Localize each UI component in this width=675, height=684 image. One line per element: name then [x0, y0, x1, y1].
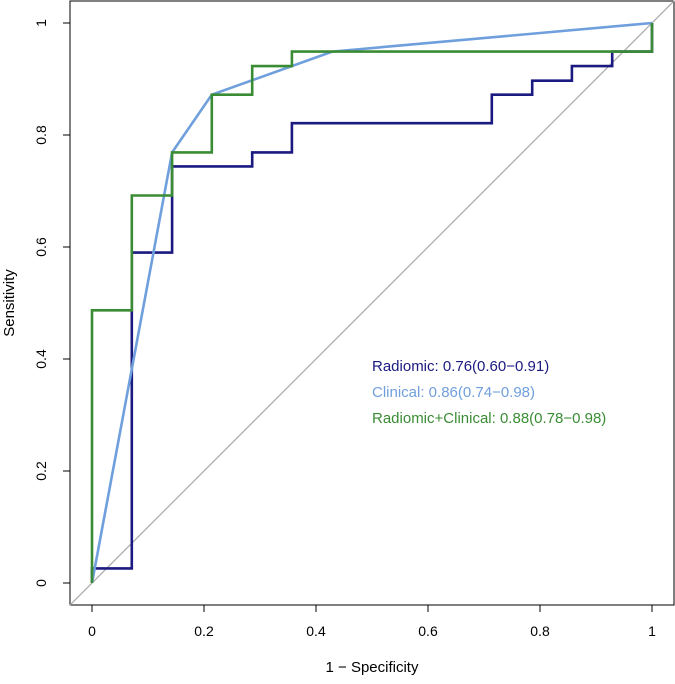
y-axis-label: Sensitivity — [1, 269, 18, 337]
x-tick-label: 0 — [88, 623, 96, 639]
series-line-2 — [90, 23, 654, 583]
legend-entry-1: Clinical: 0.86(0.74−0.98) — [372, 384, 535, 401]
y-tick-label: 0.2 — [33, 461, 49, 481]
y-axis: 0 0.2 0.4 0.6 0.8 1 — [33, 19, 71, 587]
y-tick-label: 0 — [33, 579, 49, 587]
x-tick-label: 0.4 — [306, 623, 326, 639]
y-tick-label: 0.8 — [33, 125, 49, 145]
x-tick-label: 0.6 — [418, 623, 438, 639]
x-tick-label: 0.2 — [194, 623, 214, 639]
series-group — [90, 21, 654, 584]
x-axis: 0 0.2 0.4 0.6 0.8 1 — [88, 604, 656, 639]
legend-entry-0: Radiomic: 0.76(0.60−0.91) — [372, 358, 549, 375]
reference-line — [69, 0, 675, 606]
x-axis-label: 1 − Specificity — [326, 659, 419, 676]
y-tick-label: 0.4 — [33, 349, 49, 369]
legend-entry-2: Radiomic+Clinical: 0.88(0.78−0.98) — [372, 410, 606, 427]
x-tick-label: 1 — [648, 623, 656, 639]
legend: Radiomic: 0.76(0.60−0.91) Clinical: 0.86(… — [372, 358, 606, 427]
x-tick-label: 0.8 — [530, 623, 550, 639]
series-line-0 — [90, 23, 654, 583]
reference-diagonal — [69, 0, 675, 606]
y-tick-label: 0.6 — [33, 237, 49, 257]
y-tick-label: 1 — [33, 19, 49, 27]
